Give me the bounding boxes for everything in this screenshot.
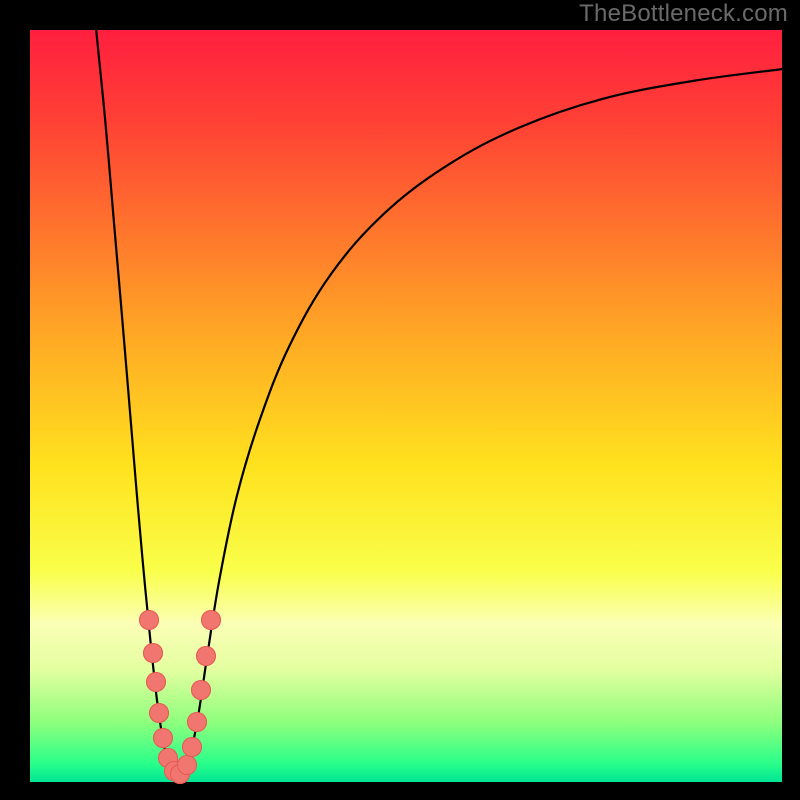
data-point [146,672,166,692]
data-point [187,712,207,732]
data-point [139,610,159,630]
data-point [191,680,211,700]
data-point [149,703,169,723]
watermark-text: TheBottleneck.com [579,0,788,28]
bottleneck-curve [30,30,782,782]
data-point [143,643,163,663]
data-point [153,728,173,748]
chart-plot-area [30,30,782,782]
data-point [196,646,216,666]
data-point [201,610,221,630]
data-point [177,755,197,775]
data-point [182,737,202,757]
